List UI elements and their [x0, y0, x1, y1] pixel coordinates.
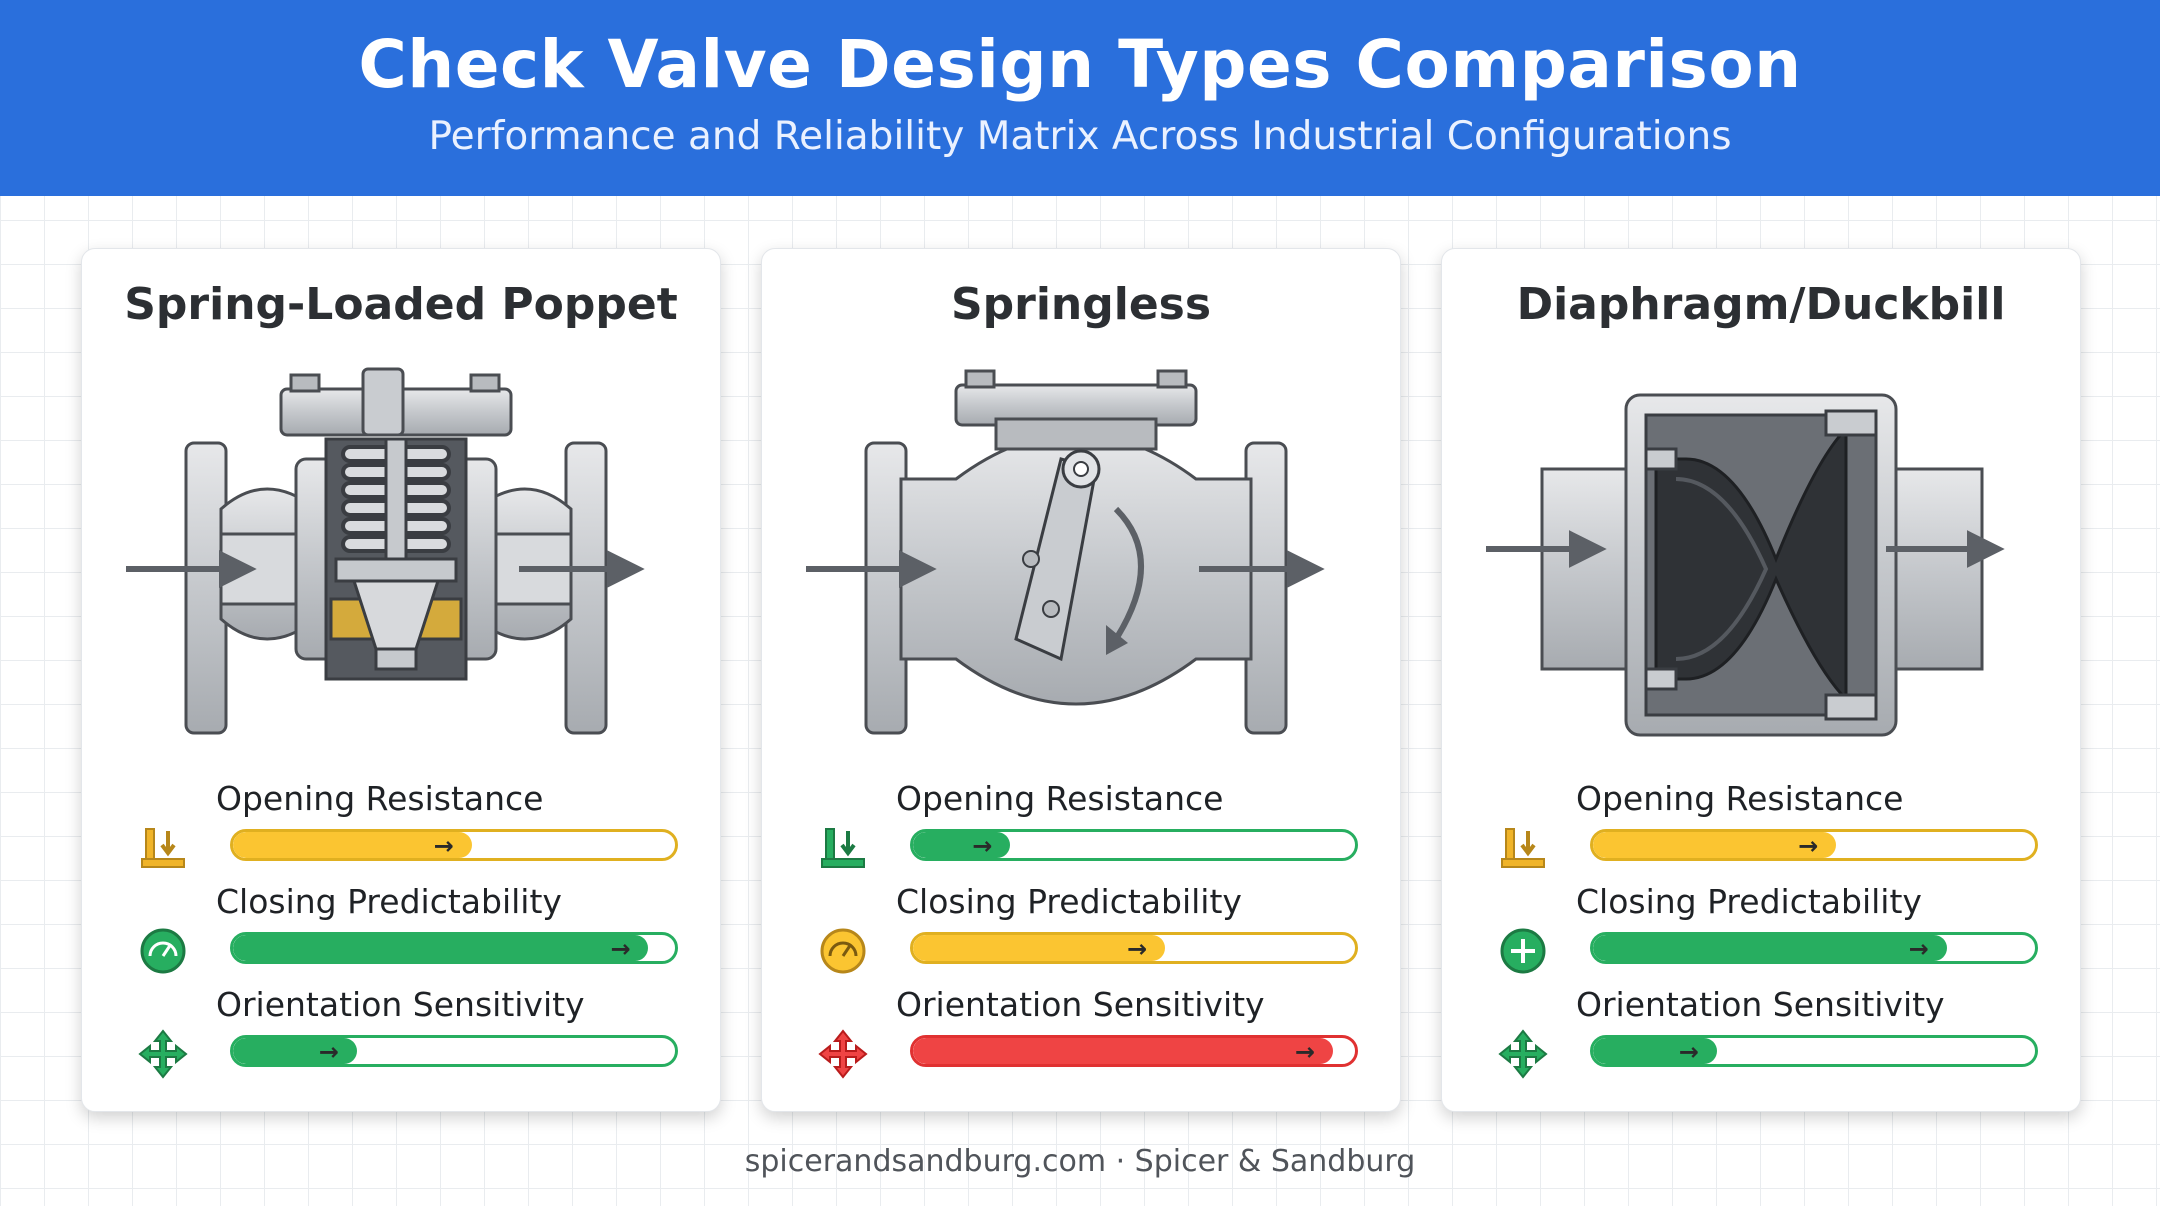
metric-opening-resistance: Opening Resistance →	[1442, 779, 2080, 879]
pressure-down-icon	[1501, 828, 1545, 868]
metric-label: Orientation Sensitivity	[1576, 985, 1945, 1024]
four-way-arrows-icon	[818, 1029, 868, 1079]
metric-orientation-sensitivity: Orientation Sensitivity →	[82, 985, 720, 1085]
duckbill-diaphragm-valve-illustration	[1486, 393, 2005, 737]
card-springless: Springless Opening Resistance	[761, 248, 1401, 1112]
header-banner: Check Valve Design Types Comparison Perf…	[0, 0, 2160, 196]
opening-resistance-bar: →	[910, 829, 1358, 861]
four-way-arrows-icon	[138, 1029, 188, 1079]
metric-orientation-sensitivity: Orientation Sensitivity →	[1442, 985, 2080, 1085]
spring-loaded-poppet-valve-illustration	[126, 367, 645, 735]
gauge-icon	[140, 928, 186, 974]
four-way-arrows-icon	[1498, 1029, 1548, 1079]
page-title: Check Valve Design Types Comparison	[358, 26, 1802, 103]
gauge-icon	[820, 928, 866, 974]
plus-circle-icon	[1500, 928, 1546, 974]
pressure-down-icon	[821, 828, 865, 868]
arrow-right-icon: →	[1678, 1038, 1699, 1066]
swing-check-valve-illustration	[806, 369, 1325, 735]
metric-orientation-sensitivity: Orientation Sensitivity →	[762, 985, 1400, 1085]
arrow-right-icon: →	[972, 832, 993, 860]
arrow-right-icon: →	[1908, 935, 1929, 963]
metric-label: Opening Resistance	[216, 779, 544, 818]
arrow-right-icon: →	[610, 935, 631, 963]
arrow-right-icon: →	[433, 832, 454, 860]
metric-closing-predictability: Closing Predictability →	[762, 882, 1400, 982]
card-spring-loaded-poppet: Spring-Loaded Poppet	[81, 248, 721, 1112]
orientation-sensitivity-bar: →	[910, 1035, 1358, 1067]
orientation-sensitivity-bar: →	[230, 1035, 678, 1067]
card-title: Diaphragm/Duckbill	[1516, 279, 2006, 330]
page-subtitle: Performance and Reliability Matrix Acros…	[428, 114, 1732, 159]
card-diaphragm-duckbill: Diaphragm/Duckbill Opening Resistance	[1441, 248, 2081, 1112]
metric-label: Orientation Sensitivity	[896, 985, 1265, 1024]
metric-label: Orientation Sensitivity	[216, 985, 585, 1024]
footer-credit: spicerandsandburg.com · Spicer & Sandbur…	[744, 1144, 1416, 1179]
opening-resistance-bar: →	[1590, 829, 2038, 861]
arrow-right-icon: →	[1126, 935, 1148, 963]
metric-closing-predictability: Closing Predictability →	[1442, 882, 2080, 982]
closing-predictability-bar: →	[910, 932, 1358, 964]
arrow-right-icon: →	[318, 1038, 339, 1066]
arrow-right-icon: →	[1798, 832, 1819, 860]
metric-closing-predictability: Closing Predictability →	[82, 882, 720, 982]
metric-opening-resistance: Opening Resistance →	[762, 779, 1400, 879]
opening-resistance-bar: →	[230, 829, 678, 861]
metric-label: Closing Predictability	[216, 882, 562, 921]
metric-label: Closing Predictability	[1576, 882, 1922, 921]
orientation-sensitivity-bar: →	[1590, 1035, 2038, 1067]
metric-label: Opening Resistance	[896, 779, 1224, 818]
card-title: Spring-Loaded Poppet	[124, 279, 678, 330]
metric-label: Closing Predictability	[896, 882, 1242, 921]
arrow-right-icon: →	[1294, 1038, 1315, 1066]
card-title: Springless	[950, 279, 1212, 330]
pressure-down-icon	[141, 828, 185, 868]
metric-opening-resistance: Opening Resistance →	[82, 779, 720, 879]
closing-predictability-bar: →	[230, 932, 678, 964]
closing-predictability-bar: →	[1590, 932, 2038, 964]
metric-label: Opening Resistance	[1576, 779, 1904, 818]
